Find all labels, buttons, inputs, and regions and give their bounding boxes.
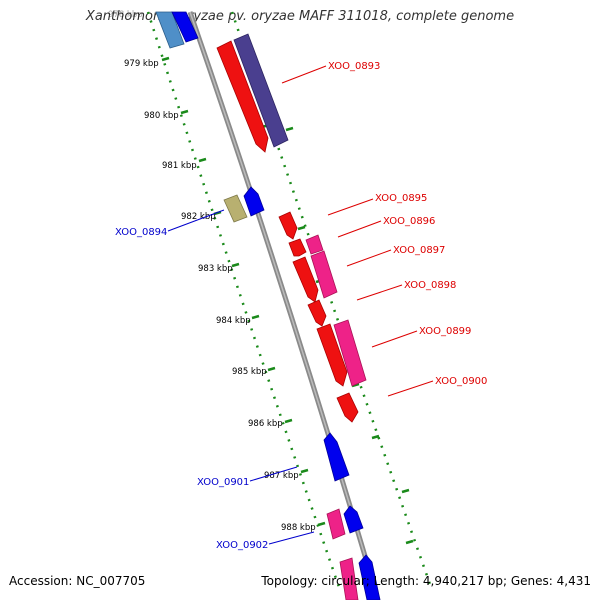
gene-label-xoo_0902[interactable]: XOO_0902 [216, 540, 268, 551]
gene-xoo_0898-arrow[interactable] [307, 299, 327, 327]
kbp-scale: 978 kbp 979 kbp 980 kbp 981 kbp 982 kbp … [108, 10, 316, 533]
gene-navy-block[interactable] [233, 33, 289, 148]
gene-xoo_0901-arrow[interactable] [323, 432, 350, 482]
gene-pink-bottom[interactable] [339, 557, 359, 600]
gene-pink-long[interactable] [310, 250, 338, 299]
gene-xoo_0900-arrow[interactable] [336, 392, 359, 423]
tick-label-988: 988 kbp [281, 523, 316, 533]
gene-label-xoo_0894[interactable]: XOO_0894 [115, 227, 167, 238]
tick-label-983: 983 kbp [198, 264, 233, 274]
tick-label-982: 982 kbp [181, 212, 216, 222]
tick-label-978: 978 kbp [108, 10, 143, 20]
gene-xoo_0896-arrow[interactable] [288, 238, 307, 257]
tick-label-979: 979 kbp [124, 59, 159, 69]
gene-pink-0899[interactable] [333, 319, 367, 387]
gene-pink-small[interactable] [305, 234, 324, 255]
gene-label-xoo_0896[interactable]: XOO_0896 [383, 216, 435, 227]
gene-khaki-0894[interactable] [223, 194, 248, 223]
gene-label-xoo_0901[interactable]: XOO_0901 [197, 477, 249, 488]
gene-xoo_0899-arrow[interactable] [316, 323, 348, 387]
gene-label-xoo_0893[interactable]: XOO_0893 [328, 61, 380, 72]
reverse-strand-genes [155, 11, 381, 600]
gene-steel-top[interactable] [155, 11, 185, 49]
tick-label-985: 985 kbp [232, 367, 267, 377]
gene-xoo_0895-arrow[interactable] [278, 211, 298, 240]
genome-summary-text: Topology: circular; Length: 4,940,217 bp… [261, 574, 591, 588]
gene-label-xoo_0900[interactable]: XOO_0900 [435, 376, 487, 387]
gene-label-xoo_0895[interactable]: XOO_0895 [375, 193, 427, 204]
tick-label-980: 980 kbp [144, 111, 179, 121]
gene-name-labels: XOO_0893 XOO_0895 XOO_0896 XOO_0897 XOO_… [115, 61, 487, 551]
gene-pink-lower[interactable] [326, 508, 346, 540]
inner-dotted-ring [146, 11, 342, 591]
gene-xoo_0893-arrow[interactable] [216, 40, 269, 153]
tick-label-987: 987 kbp [264, 471, 299, 481]
accession-text: Accession: NC_007705 [9, 574, 146, 588]
gene-xoo_0897-arrow[interactable] [292, 256, 319, 303]
gene-label-xoo_0899[interactable]: XOO_0899 [419, 326, 471, 337]
label-leader-lines [167, 65, 434, 545]
gene-label-xoo_0897[interactable]: XOO_0897 [393, 245, 445, 256]
forward-strand-genes [216, 33, 367, 600]
gene-xoo_0902-arrow[interactable] [343, 505, 364, 534]
gene-label-xoo_0898[interactable]: XOO_0898 [404, 280, 456, 291]
tick-label-984: 984 kbp [216, 316, 251, 326]
gene-xoo_0894-arrow[interactable] [243, 186, 265, 217]
gene-blue-bottom[interactable] [358, 554, 381, 600]
gene-blue-top[interactable] [171, 11, 199, 43]
tick-label-981: 981 kbp [162, 161, 197, 171]
tick-label-986: 986 kbp [248, 419, 283, 429]
inner-ring-ticks [161, 56, 326, 527]
